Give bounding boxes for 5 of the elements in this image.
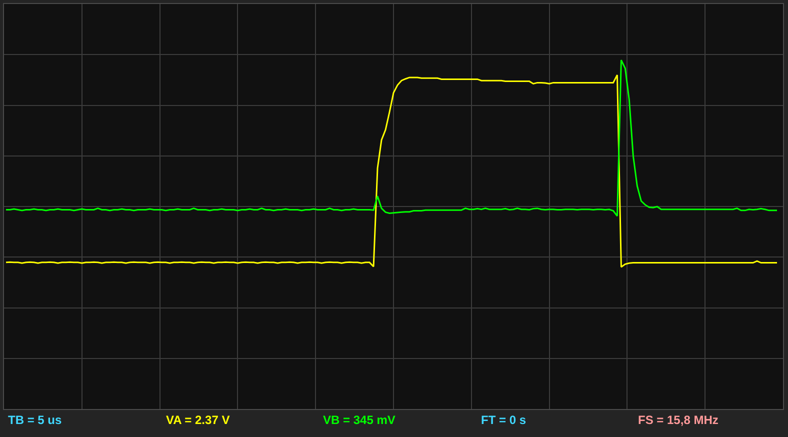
text: TB = 5 us — [8, 413, 62, 427]
text: VB = 345 mV — [323, 413, 396, 427]
text: FT = 0 s — [481, 413, 526, 427]
text: VA = 2.37 V — [166, 413, 230, 427]
text: FS = 15,8 MHz — [638, 413, 718, 427]
